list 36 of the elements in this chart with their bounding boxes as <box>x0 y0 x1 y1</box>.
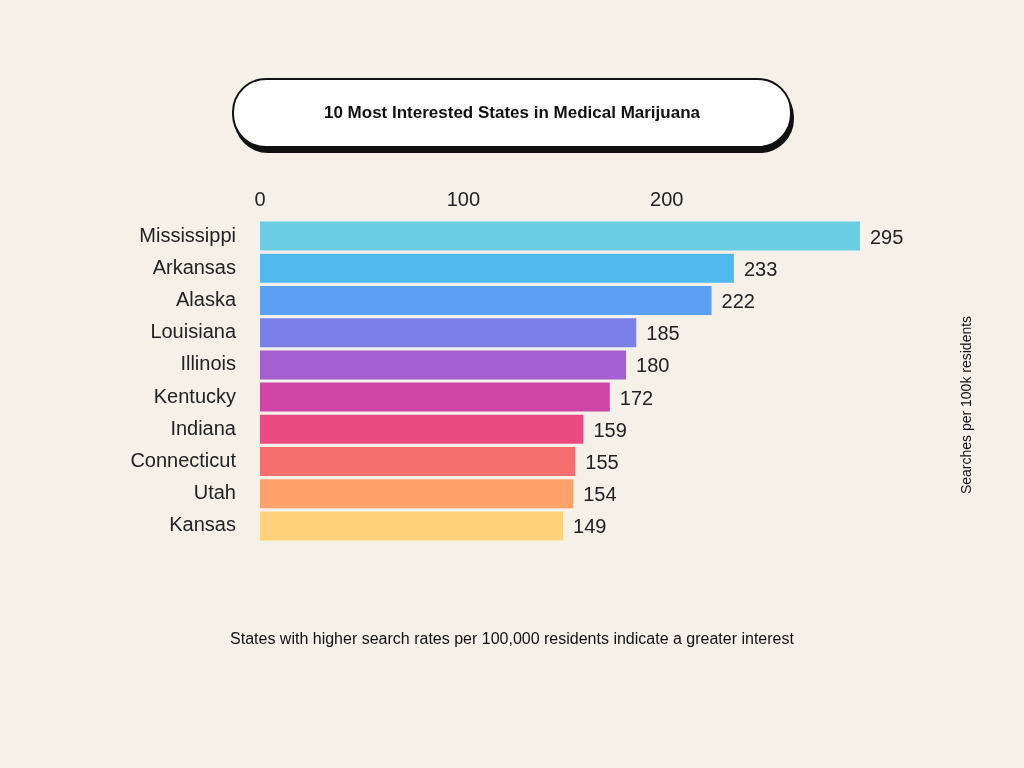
x-tick-label: 200 <box>650 187 684 210</box>
bar <box>260 221 860 251</box>
y-tick-label: Connecticut <box>130 449 237 472</box>
text: States with higher search rates per 100,000 residents indicate a greater interest <box>229 630 795 648</box>
bar <box>260 318 637 348</box>
data-label: 295 <box>870 225 904 248</box>
data-label: 154 <box>583 483 617 506</box>
data-label: 159 <box>593 418 627 441</box>
chart-title: 10 Most Interested States in Medical Marijuana <box>232 78 792 148</box>
x-tick-label: 0 <box>254 187 266 210</box>
bar <box>260 414 584 444</box>
y-tick-label: Alaska <box>175 288 237 311</box>
bar <box>260 511 564 541</box>
text: Searches per 100k residents <box>958 315 974 495</box>
y-tick-label: Indiana <box>170 416 237 439</box>
y-tick-label: Louisiana <box>150 320 237 343</box>
y-tick-label: Kentucky <box>153 384 236 407</box>
x-tick-label: 100 <box>446 187 481 210</box>
y-tick-label: Mississippi <box>139 223 236 246</box>
data-label: 180 <box>636 354 670 377</box>
data-label: 185 <box>646 322 680 345</box>
bar <box>260 253 734 283</box>
bar <box>260 447 576 476</box>
data-label: 155 <box>585 451 619 474</box>
bar <box>260 382 610 412</box>
y-tick-label: Kansas <box>169 513 236 536</box>
y-tick-label: Utah <box>193 481 236 504</box>
data-label: 222 <box>721 290 755 313</box>
bar <box>260 350 627 380</box>
y-tick-label: Arkansas <box>152 255 236 278</box>
bar <box>260 479 574 509</box>
y-tick-label: Illinois <box>180 352 236 375</box>
bar <box>260 286 712 315</box>
data-label: 149 <box>573 515 607 538</box>
data-label: 172 <box>619 386 654 409</box>
data-label: 233 <box>743 257 778 280</box>
